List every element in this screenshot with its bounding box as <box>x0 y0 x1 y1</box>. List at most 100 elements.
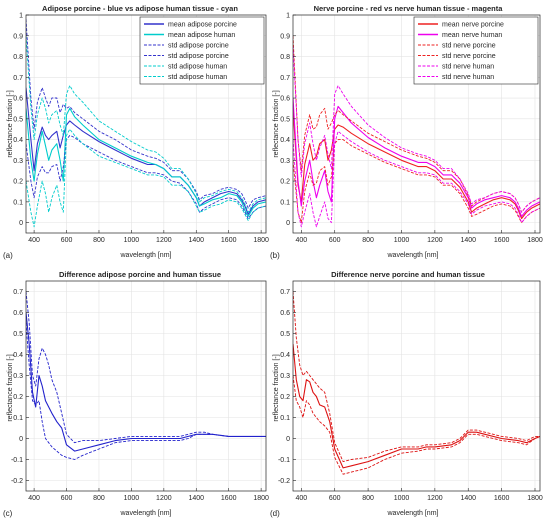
y-tick-label-d: 0.6 <box>280 310 290 317</box>
y-tick-label-c: 0.7 <box>13 289 23 296</box>
y-tick-label-b: 0.9 <box>280 33 290 40</box>
y-tick-label-a: 0.2 <box>13 179 23 186</box>
series-line-c-1 <box>26 291 266 444</box>
x-tick-label-c: 600 <box>61 495 73 502</box>
y-tick-label-c: 0 <box>19 436 23 443</box>
y-tick-label-b: 0.2 <box>280 179 290 186</box>
y-tick-label-c: 0.3 <box>13 373 23 380</box>
y-tick-label-d: 0.2 <box>280 394 290 401</box>
ylabel-d: reflectance fraction [-] <box>273 354 280 421</box>
y-tick-label-a: 0.4 <box>13 137 23 144</box>
x-tick-label-a: 1400 <box>188 237 204 244</box>
y-tick-label-c: -0.2 <box>11 478 23 485</box>
series-line-d-1 <box>293 291 540 463</box>
plot-area-d <box>293 281 540 491</box>
x-tick-label-b: 1000 <box>394 237 410 244</box>
y-tick-label-d: 0 <box>286 436 290 443</box>
legend-box-a <box>139 16 265 85</box>
legend-label-b: std nerve human <box>442 64 494 71</box>
axes-frame-c <box>25 280 267 492</box>
panel-title-c: Difference adipose porcine and human tis… <box>59 270 221 279</box>
x-tick-label-b: 1200 <box>427 237 443 244</box>
series-line-b-3 <box>293 139 540 224</box>
series-line-a-3 <box>26 134 266 219</box>
y-tick-label-a: 0.9 <box>13 33 23 40</box>
series-line-b-4 <box>293 46 540 213</box>
xlabel-d: wavelength [nm] <box>387 510 439 517</box>
series-line-c-2 <box>26 322 266 460</box>
series-group-d <box>293 291 540 475</box>
series-line-a-5 <box>26 128 266 228</box>
y-tick-label-b: 0.5 <box>280 116 290 123</box>
y-tick-label-d: 0.5 <box>280 331 290 338</box>
x-tick-label-b: 1600 <box>494 237 510 244</box>
x-tick-label-d: 1800 <box>527 495 543 502</box>
series-group-a <box>26 19 266 228</box>
y-tick-label-b: 0 <box>286 220 290 227</box>
panel-label-b: (b) <box>270 251 280 260</box>
panel-label-c: (c) <box>3 509 13 518</box>
x-tick-label-b: 400 <box>296 237 308 244</box>
plot-area-c <box>26 281 266 491</box>
axes-frame-a <box>25 14 267 234</box>
y-tick-label-a: 0.7 <box>13 75 23 82</box>
panel-label-a: (a) <box>3 251 13 260</box>
y-tick-label-a: 0.1 <box>13 199 23 206</box>
panel-b: 400 600 800 1000 1200 1400 1600 1800 0 0.1 0.2 0.3 0… <box>280 13 543 245</box>
panel-d: 400 600 800 1000 1200 1400 1600 1800 -0.2 -0.1 0 0.… <box>278 280 543 502</box>
x-tick-label-a: 1600 <box>221 237 237 244</box>
legend-label-b: mean nerve human <box>442 32 502 39</box>
x-tick-label-a: 1800 <box>253 237 269 244</box>
axes-frame-b <box>292 14 541 234</box>
x-tick-label-b: 1800 <box>527 237 543 244</box>
series-group-c <box>26 291 266 460</box>
x-tick-label-a: 800 <box>93 237 105 244</box>
x-tick-label-c: 400 <box>28 495 40 502</box>
legend-label-b: mean nerve porcine <box>442 22 504 29</box>
y-tick-label-b: 0.7 <box>280 75 290 82</box>
x-tick-label-d: 1000 <box>394 495 410 502</box>
x-tick-label-d: 1600 <box>494 495 510 502</box>
x-tick-label-d: 600 <box>329 495 341 502</box>
x-tick-label-a: 1000 <box>124 237 140 244</box>
legend-label-a: std adipose human <box>168 64 227 71</box>
series-line-a-4 <box>26 35 266 213</box>
y-tick-label-b: 0.4 <box>280 137 290 144</box>
y-tick-label-d: 0.3 <box>280 373 290 380</box>
y-tick-label-b: 0.3 <box>280 158 290 165</box>
x-tick-label-b: 1400 <box>460 237 476 244</box>
legend-box-b <box>413 16 539 85</box>
x-tick-label-d: 400 <box>296 495 308 502</box>
x-tick-label-c: 1600 <box>221 495 237 502</box>
y-tick-label-c: 0.2 <box>13 394 23 401</box>
y-tick-label-a: 0.3 <box>13 158 23 165</box>
series-line-a-1 <box>26 107 266 217</box>
x-tick-label-d: 800 <box>362 495 374 502</box>
y-tick-label-a: 0.5 <box>13 116 23 123</box>
y-tick-label-a: 0.8 <box>13 54 23 61</box>
y-tick-label-c: 0.4 <box>13 352 23 359</box>
y-tick-label-c: 0.6 <box>13 310 23 317</box>
legend-label-a: std adipose porcine <box>168 43 229 50</box>
xlabel-c: wavelength [nm] <box>120 510 172 517</box>
panel-label-d: (d) <box>270 509 280 518</box>
y-tick-label-b: 0.8 <box>280 54 290 61</box>
legend-label-b: std nerve porcine <box>442 53 496 60</box>
x-tick-label-d: 1200 <box>427 495 443 502</box>
legend-label-a: mean adipose porcine <box>168 22 237 29</box>
legend-label-a: mean adipose human <box>168 32 235 39</box>
legend-b: mean nerve porcine mean nerve human std ne… <box>413 16 539 85</box>
y-tick-label-d: -0.1 <box>278 457 290 464</box>
legend-label-a: std adipose porcine <box>168 53 229 60</box>
series-line-d-2 <box>293 375 540 475</box>
y-tick-label-d: 0.4 <box>280 352 290 359</box>
legend-label-b: std nerve human <box>442 74 494 81</box>
y-tick-label-d: 0.7 <box>280 289 290 296</box>
x-tick-label-b: 600 <box>329 237 341 244</box>
axes-frame-d <box>292 280 541 492</box>
y-tick-label-c: -0.1 <box>11 457 23 464</box>
series-line-d-0 <box>293 343 540 469</box>
ylabel-a: reflectance fraction [-] <box>7 90 14 157</box>
